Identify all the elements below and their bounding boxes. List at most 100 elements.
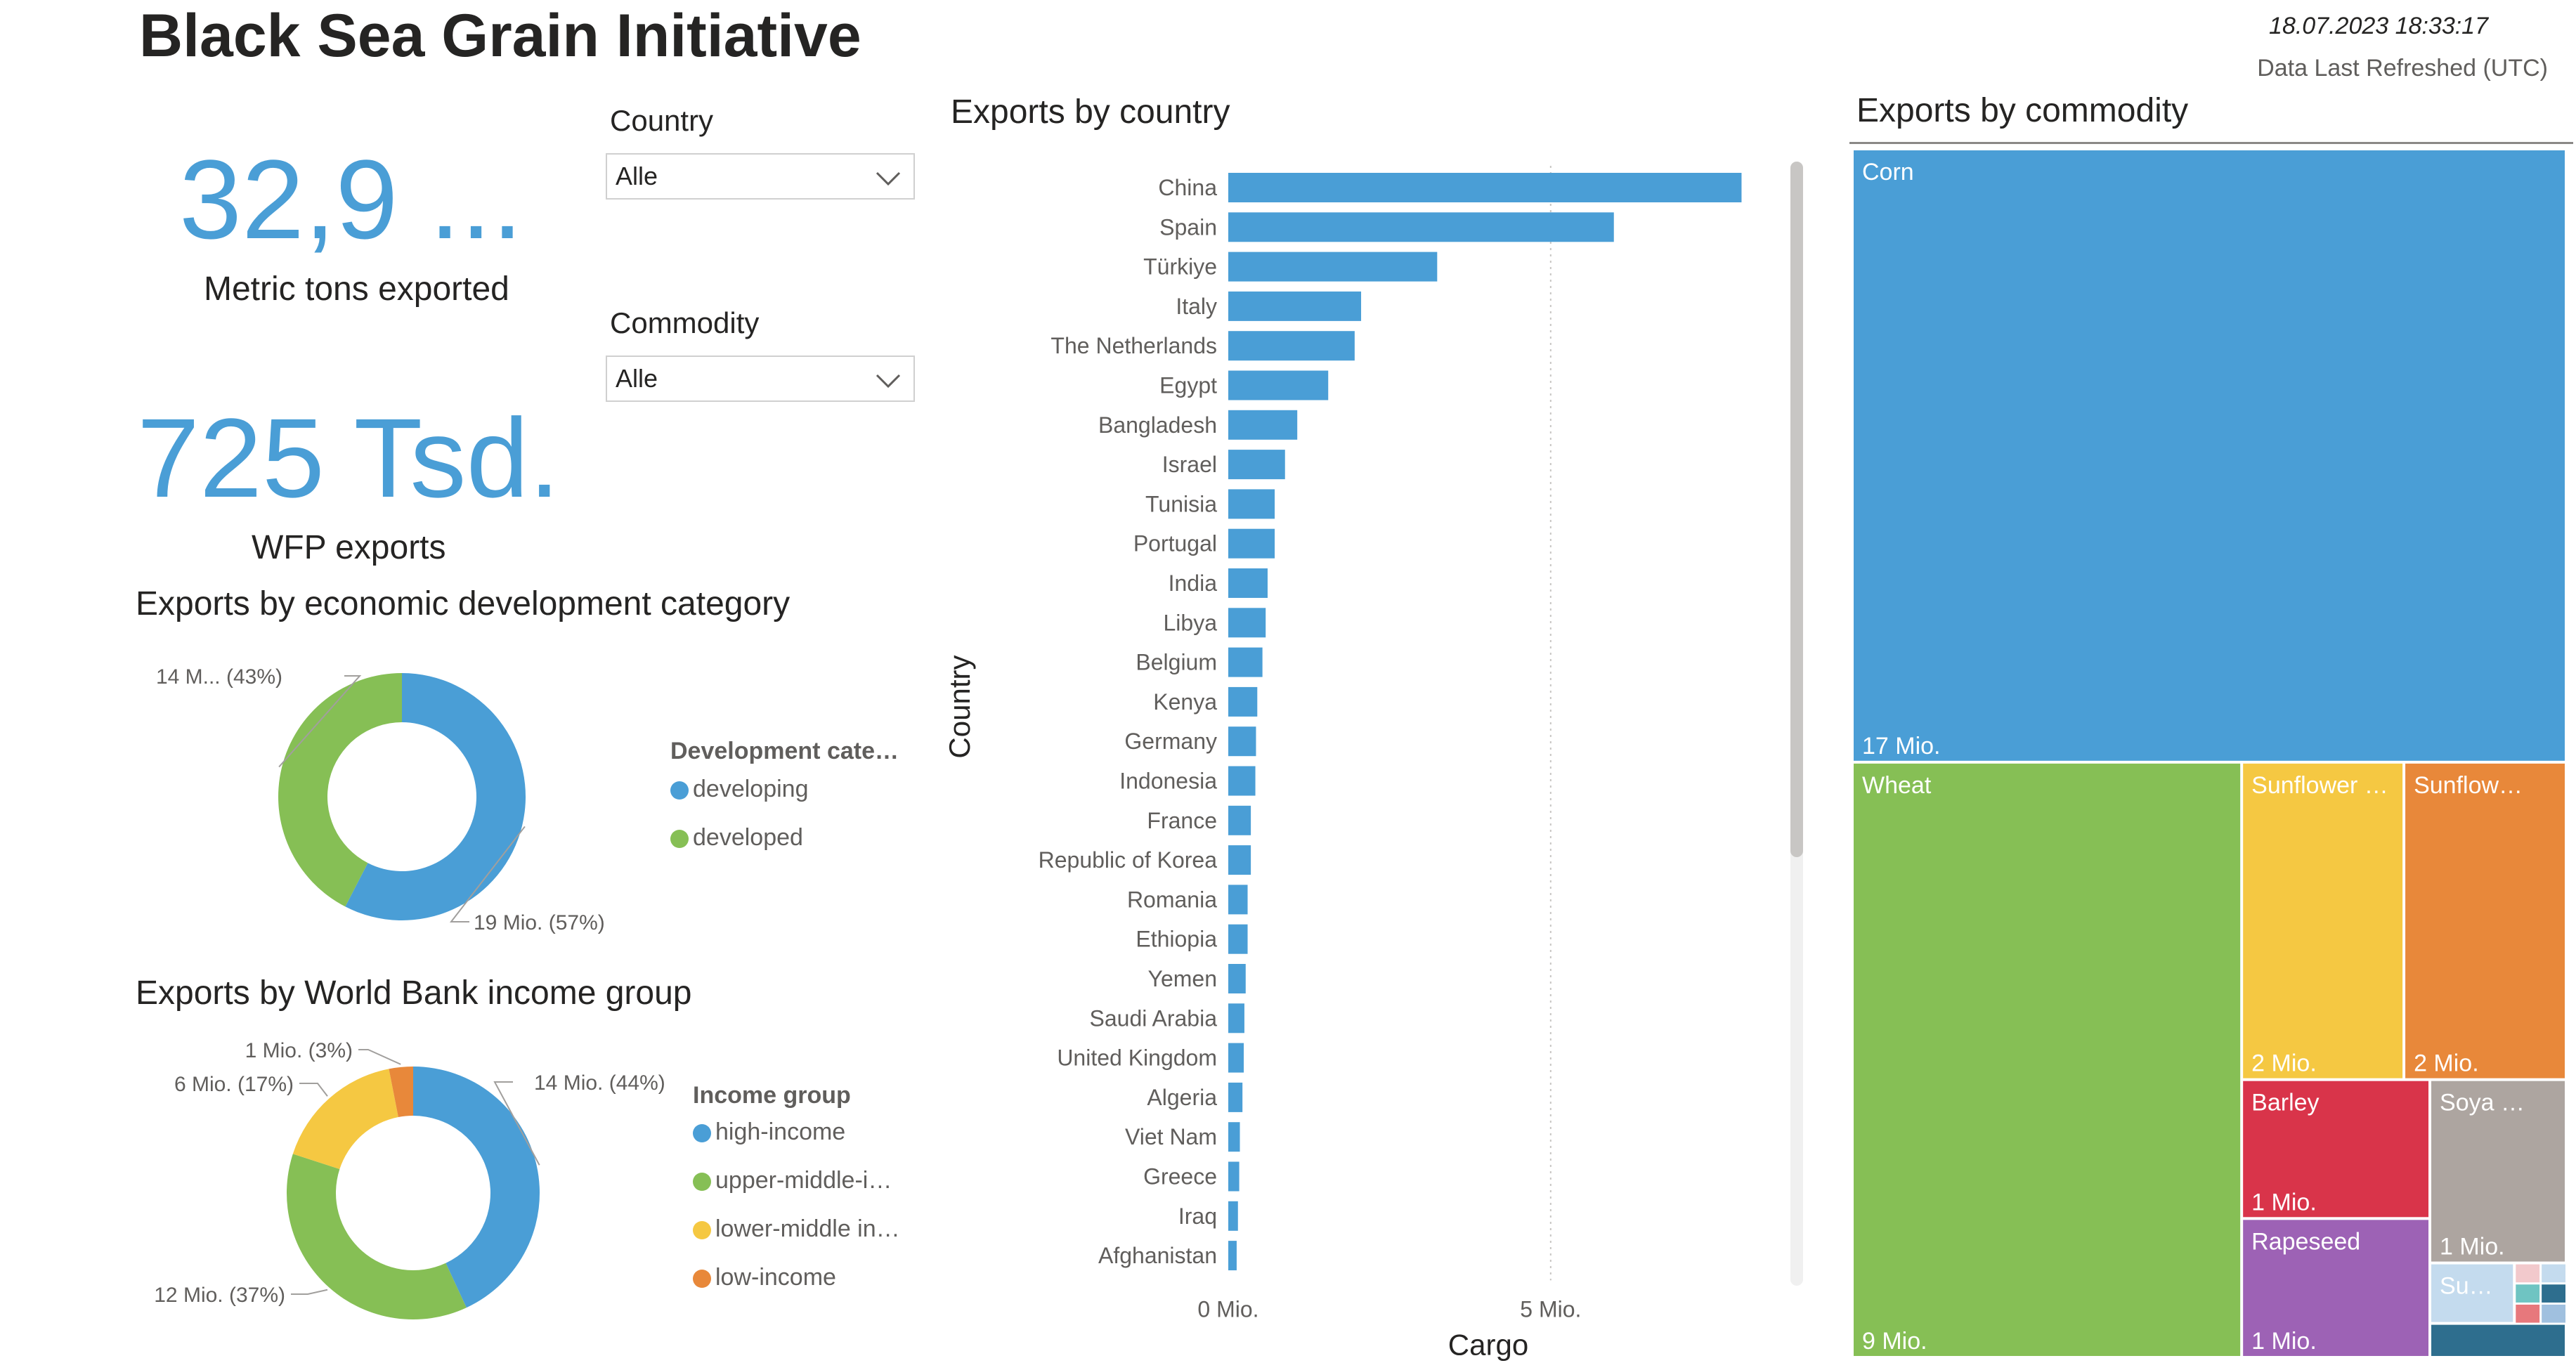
scrollbar-thumb[interactable] xyxy=(1790,162,1803,857)
y-tick-label: Iraq xyxy=(1178,1204,1217,1229)
treemap-tile-minor xyxy=(2516,1264,2540,1283)
treemap-tile-rapeseed[interactable] xyxy=(2243,1220,2429,1356)
legend-label: developing xyxy=(693,776,809,802)
chevron-down-icon[interactable] xyxy=(874,365,902,393)
bar-belgium[interactable] xyxy=(1228,647,1263,677)
treemap-tile-sunflow[interactable] xyxy=(2405,763,2565,1078)
y-tick-label: United Kingdom xyxy=(1057,1045,1217,1071)
treemap-tile-su[interactable] xyxy=(2431,1264,2513,1322)
legend-item[interactable]: developed xyxy=(670,824,808,873)
country-chart-title: Exports by country xyxy=(951,93,1230,131)
y-tick-label: Algeria xyxy=(1147,1085,1217,1110)
legend-item[interactable]: lower-middle in… xyxy=(693,1215,900,1264)
treemap-tile-soya[interactable] xyxy=(2431,1081,2565,1262)
bar-germany[interactable] xyxy=(1228,726,1256,757)
kpi-metric-tons-label: Metric tons exported xyxy=(204,270,509,308)
commodity-title-divider xyxy=(1849,142,2573,144)
donut-data-label: 14 Mio. (44%) xyxy=(534,1071,665,1095)
donut-leader-line xyxy=(299,1083,328,1097)
legend-label: low-income xyxy=(715,1264,836,1291)
bar-france[interactable] xyxy=(1228,805,1251,835)
page-title: Black Sea Grain Initiative xyxy=(139,2,861,70)
y-tick-label: Saudi Arabia xyxy=(1090,1005,1218,1031)
x-tick-label: 0 Mio. xyxy=(1197,1296,1258,1322)
bar-egypt[interactable] xyxy=(1228,370,1329,400)
bar-indonesia[interactable] xyxy=(1228,766,1256,796)
country-slicer[interactable]: Alle xyxy=(606,153,915,200)
legend-item[interactable]: high-income xyxy=(693,1119,900,1167)
donut-slice-developed[interactable] xyxy=(278,673,402,907)
legend-item[interactable]: upper-middle-i… xyxy=(693,1167,900,1215)
donut-slice-low-income[interactable] xyxy=(389,1067,413,1118)
legend-dot xyxy=(670,781,689,800)
commodity-treemap: Corn 17 Mio. Wheat 9 Mio. Sunflower … 2 Mio. S… xyxy=(1854,150,2565,1356)
y-tick-label: Belgium xyxy=(1136,650,1217,675)
bar-t-rkiye[interactable] xyxy=(1228,252,1438,282)
y-tick-label: Republic of Korea xyxy=(1039,847,1218,873)
donut-data-label: 14 M... (43%) xyxy=(156,665,282,689)
bar-viet-nam[interactable] xyxy=(1228,1122,1240,1152)
legend-label: high-income xyxy=(715,1119,846,1145)
treemap-tile-value: 1 Mio. xyxy=(2251,1189,2317,1215)
y-tick-label: Türkiye xyxy=(1143,254,1217,280)
bar-united-kingdom[interactable] xyxy=(1228,1043,1244,1073)
bar-italy[interactable] xyxy=(1228,291,1362,321)
bar-libya[interactable] xyxy=(1228,608,1266,638)
x-tick-label: 5 Mio. xyxy=(1520,1296,1581,1322)
treemap-tile-minor xyxy=(2516,1304,2540,1323)
income-legend-title: Income group xyxy=(693,1082,851,1109)
donut-slice-lower-middle-in-[interactable] xyxy=(292,1069,398,1170)
treemap-tile-value: 1 Mio. xyxy=(2251,1328,2317,1355)
donut-leader-line xyxy=(278,675,362,768)
bar-romania[interactable] xyxy=(1228,885,1248,915)
bar-israel[interactable] xyxy=(1228,450,1285,480)
y-tick-label: Yemen xyxy=(1148,966,1217,991)
donut-slice-developing[interactable] xyxy=(345,673,526,920)
bar-ethiopia[interactable] xyxy=(1228,924,1248,954)
donut-leader-line xyxy=(291,1289,328,1295)
commodity-slicer[interactable]: Alle xyxy=(606,356,915,402)
treemap-tile-minor xyxy=(2542,1284,2565,1303)
treemap-tile-minor xyxy=(2542,1264,2565,1283)
legend-dot xyxy=(693,1173,711,1192)
income-group-donut: 14 Mio. (44%) 12 Mio. (37%) 6 Mio. (17%) 1 … xyxy=(154,1039,665,1319)
treemap-tile-wheat[interactable] xyxy=(1854,763,2241,1356)
donut-slice-upper-middle-i-[interactable] xyxy=(287,1154,467,1319)
legend-item[interactable]: developing xyxy=(670,776,808,824)
treemap-tile-sunflower[interactable] xyxy=(2243,763,2403,1078)
y-tick-label: Romania xyxy=(1127,887,1217,912)
y-tick-label: Afghanistan xyxy=(1098,1243,1217,1268)
chevron-down-icon[interactable] xyxy=(874,163,902,191)
bar-republic-of-korea[interactable] xyxy=(1228,845,1251,875)
donut-data-label: 12 Mio. (37%) xyxy=(154,1284,285,1307)
treemap-tile-minor xyxy=(2516,1284,2540,1303)
bar-spain[interactable] xyxy=(1228,212,1614,242)
legend-item[interactable]: low-income xyxy=(693,1264,900,1312)
bar-greece[interactable] xyxy=(1228,1161,1240,1192)
treemap-tile-barley[interactable] xyxy=(2243,1081,2429,1218)
treemap-tile-value: 9 Mio. xyxy=(1862,1328,1927,1355)
bar-iraq[interactable] xyxy=(1228,1201,1238,1231)
bar-kenya[interactable] xyxy=(1228,686,1258,717)
bar-the-netherlands[interactable] xyxy=(1228,331,1355,361)
bar-algeria[interactable] xyxy=(1228,1082,1243,1112)
bar-china[interactable] xyxy=(1228,173,1742,202)
y-tick-label: Italy xyxy=(1176,294,1217,319)
bar-yemen[interactable] xyxy=(1228,964,1246,993)
bar-bangladesh[interactable] xyxy=(1228,410,1298,440)
treemap-tile-label: Soya … xyxy=(2440,1090,2525,1116)
bar-india[interactable] xyxy=(1228,568,1268,598)
country-bar-chart: China Spain Türkiye Italy The Netherlands Egy… xyxy=(943,162,1803,1361)
bar-afghanistan[interactable] xyxy=(1228,1241,1237,1271)
treemap-tile-corn[interactable] xyxy=(1854,150,2565,761)
y-tick-label: Indonesia xyxy=(1119,769,1217,794)
bar-tunisia[interactable] xyxy=(1228,489,1275,519)
donut-leader-line xyxy=(493,1081,540,1166)
donut-slice-high-income[interactable] xyxy=(413,1067,540,1308)
bar-saudi-arabia[interactable] xyxy=(1228,1003,1244,1033)
bar-portugal[interactable] xyxy=(1228,528,1275,559)
legend-dot xyxy=(670,830,689,849)
y-tick-label: The Netherlands xyxy=(1050,333,1217,358)
treemap-tile-value: 2 Mio. xyxy=(2251,1050,2317,1077)
treemap-tile-label: Barley xyxy=(2251,1090,2319,1116)
